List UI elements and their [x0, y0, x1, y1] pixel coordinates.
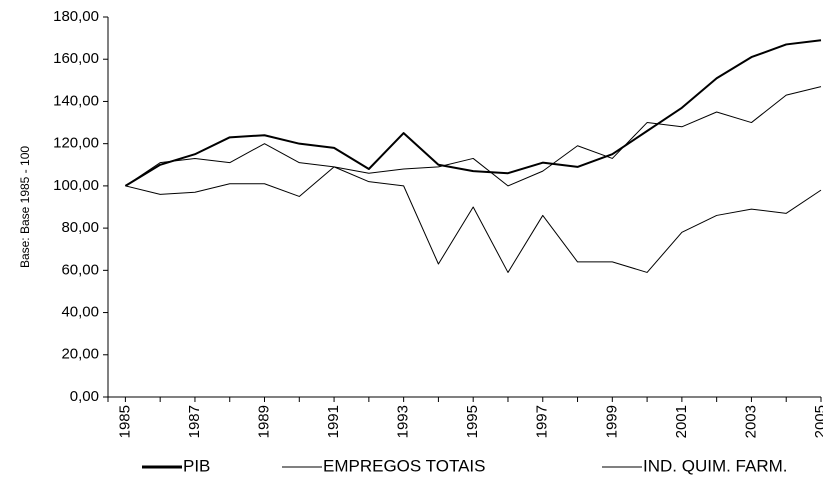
- y-tick-label: 40,00: [61, 304, 99, 321]
- y-axis-label: Base: Base 1985 - 100: [18, 146, 32, 268]
- legend-label: EMPREGOS TOTAIS: [323, 456, 485, 475]
- series-line: [125, 86, 822, 187]
- legend-label: IND. QUIM. FARM.: [643, 456, 788, 475]
- x-tick-label: 1995: [464, 405, 481, 438]
- y-tick-label: 60,00: [61, 261, 99, 278]
- x-tick-label: 1993: [395, 405, 412, 438]
- x-tick-label: 2003: [742, 405, 759, 438]
- legend-label: PIB: [183, 456, 210, 475]
- y-tick-label: 80,00: [61, 219, 99, 236]
- x-tick-label: 2005: [812, 405, 823, 438]
- x-tick-label: 1987: [186, 405, 203, 438]
- y-tick-label: 0,00: [70, 388, 99, 405]
- series-line: [125, 166, 822, 273]
- x-tick-label: 1999: [603, 405, 620, 438]
- y-tick-label: 140,00: [53, 92, 99, 109]
- y-tick-label: 160,00: [53, 50, 99, 67]
- x-tick-label: 1997: [534, 405, 551, 438]
- series-line: [124, 39, 822, 187]
- y-tick-label: 20,00: [61, 346, 99, 363]
- y-tick-label: 100,00: [53, 177, 99, 194]
- x-tick-label: 2001: [673, 405, 690, 438]
- y-tick-label: 180,00: [53, 8, 99, 25]
- x-tick-label: 1985: [116, 405, 133, 438]
- y-tick-label: 120,00: [53, 135, 99, 152]
- x-tick-label: 1989: [255, 405, 272, 438]
- x-tick-label: 1991: [325, 405, 342, 438]
